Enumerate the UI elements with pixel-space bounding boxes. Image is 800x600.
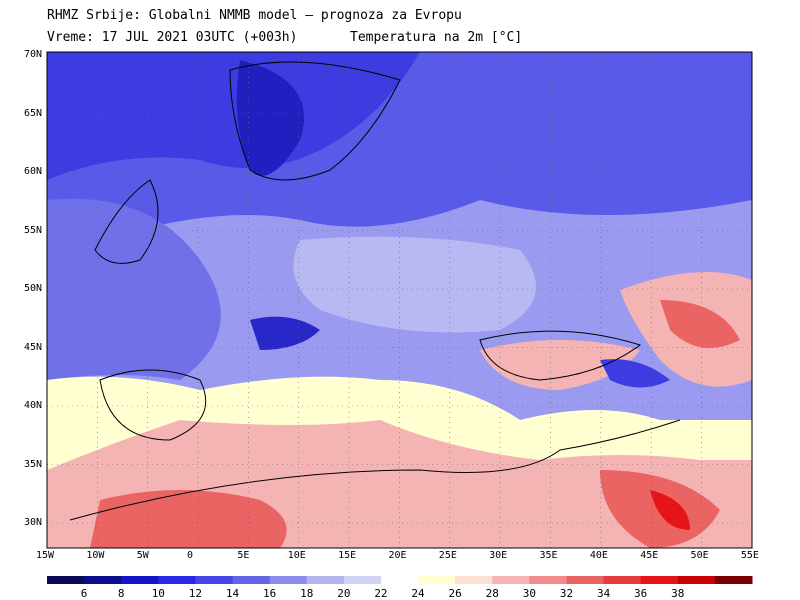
colorbar-label: 38 bbox=[671, 587, 685, 600]
temperature-field bbox=[47, 52, 752, 548]
lat-label: 30N bbox=[23, 517, 42, 528]
lat-label: 40N bbox=[23, 400, 42, 411]
colorbar-label: 12 bbox=[188, 587, 203, 600]
lat-label: 45N bbox=[23, 341, 42, 353]
lon-label: 40E bbox=[589, 550, 608, 561]
colorbar-label: 8 bbox=[117, 587, 125, 600]
colorbar-swatch bbox=[566, 576, 605, 584]
valid-time: Vreme: 17 JUL 2021 03UTC (+003h) bbox=[47, 30, 298, 45]
lon-label: 30E bbox=[489, 550, 508, 561]
colorbar-label: 22 bbox=[374, 587, 388, 600]
colorbar-label: 24 bbox=[411, 587, 425, 600]
lon-label: 15W bbox=[36, 550, 55, 561]
lon-label: 35E bbox=[539, 550, 558, 561]
lon-label: 55E bbox=[740, 550, 759, 561]
colorbar-label: 10 bbox=[151, 587, 165, 600]
colorbar-swatch bbox=[121, 576, 159, 584]
colorbar-swatch bbox=[677, 576, 716, 584]
colorbar-label: 14 bbox=[225, 587, 240, 600]
lon-label: 25E bbox=[438, 550, 457, 561]
colorbar-swatch bbox=[603, 576, 642, 584]
lon-label: 50E bbox=[690, 550, 709, 561]
model-title: RHMZ Srbije: Globalni NMMB model — progn… bbox=[47, 8, 462, 23]
colorbar-swatch bbox=[418, 576, 456, 584]
coastlines bbox=[69, 61, 681, 521]
colorbar-label: 26 bbox=[448, 587, 462, 600]
lat-label: 60N bbox=[23, 166, 42, 177]
colorbar-label: 20 bbox=[337, 587, 351, 600]
colorbar-label: 16 bbox=[263, 587, 277, 600]
lat-label: 55N bbox=[23, 224, 42, 236]
colorbar-swatch bbox=[714, 576, 753, 584]
map-frame bbox=[46, 51, 753, 549]
colorbar-swatch bbox=[492, 576, 530, 584]
lon-label: 5W bbox=[136, 550, 149, 561]
colorbar-label: 18 bbox=[300, 587, 314, 600]
variable-title: Temperatura na 2m [°C] bbox=[350, 30, 523, 45]
colorbar-swatch bbox=[529, 576, 567, 584]
colorbar-swatch bbox=[306, 576, 345, 584]
lon-label: 15E bbox=[338, 550, 357, 561]
colorbar-swatch bbox=[84, 576, 122, 584]
colorbar-swatch bbox=[640, 576, 679, 584]
lat-label: 35N bbox=[23, 458, 42, 470]
lon-label: 20E bbox=[388, 550, 407, 561]
colorbar-label: 36 bbox=[634, 587, 648, 600]
lon-label: 45E bbox=[640, 550, 659, 561]
lon-label: 10E bbox=[287, 550, 306, 561]
lon-label: 0 bbox=[187, 550, 194, 561]
colorbar-swatch bbox=[343, 576, 382, 584]
colorbar-label: 32 bbox=[559, 587, 574, 600]
colorbar-swatch bbox=[380, 576, 419, 584]
lon-label: 5E bbox=[237, 550, 250, 561]
colorbar-label: 34 bbox=[596, 587, 611, 600]
lat-label: 70N bbox=[23, 49, 42, 60]
colorbar-label: 30 bbox=[522, 587, 536, 600]
colorbar bbox=[47, 576, 753, 584]
lat-label: 65N bbox=[23, 107, 42, 119]
colorbar-label: 28 bbox=[485, 587, 499, 600]
colorbar-swatch bbox=[455, 576, 493, 584]
colorbar-swatch bbox=[47, 576, 85, 584]
colorbar-swatch bbox=[269, 576, 308, 584]
lat-label: 50N bbox=[23, 283, 42, 294]
colorbar-label: 6 bbox=[80, 587, 88, 600]
lon-label: 10W bbox=[86, 550, 105, 561]
colorbar-swatch bbox=[158, 576, 196, 584]
colorbar-swatch bbox=[232, 576, 271, 584]
colorbar-swatch bbox=[195, 576, 234, 584]
